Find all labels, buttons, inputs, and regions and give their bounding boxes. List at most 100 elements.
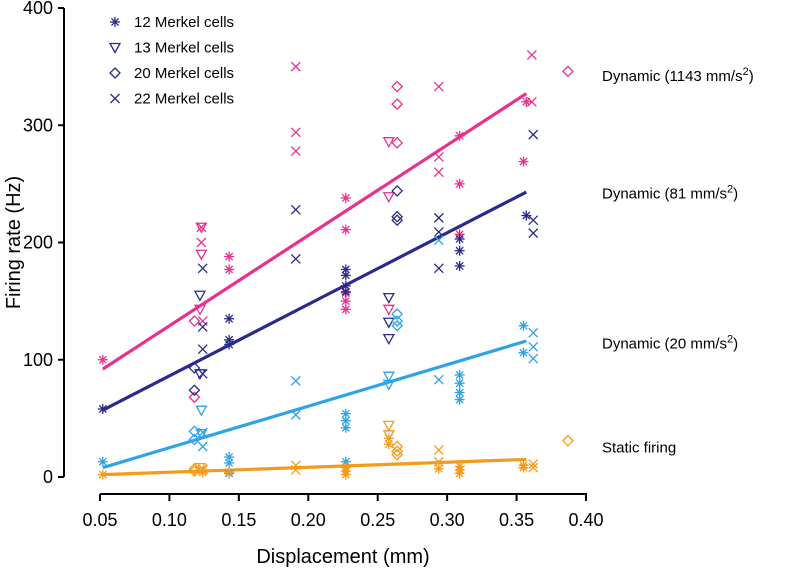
data-point [521, 210, 532, 221]
data-point [391, 98, 404, 111]
data-point [528, 215, 539, 226]
legend-marker [109, 67, 121, 79]
fit-lines [101, 92, 528, 477]
x-ticks: 0.05 0.10 0.15 0.20 0.25 0.30 0.35 0.40 [82, 494, 604, 530]
data-point [454, 178, 465, 189]
data-point [340, 192, 351, 203]
data-point [454, 369, 465, 380]
data-point [224, 457, 235, 468]
x-tick-label: 0.15 [221, 510, 256, 530]
series-static [97, 420, 574, 480]
fit-line-dynamic_81 [102, 190, 528, 412]
data-point [391, 308, 404, 320]
data-point [382, 292, 395, 304]
data-point [454, 260, 465, 271]
data-point [193, 290, 207, 302]
y-ticks: 0 100 200 300 400 [23, 0, 64, 487]
data-point [391, 319, 404, 332]
data-point [382, 137, 395, 149]
data-point [382, 192, 395, 204]
data-point [433, 81, 444, 92]
data-point [521, 96, 532, 107]
data-point [433, 226, 444, 237]
data-point [290, 127, 301, 138]
y-axis-title: Firing rate (Hz) [3, 176, 25, 309]
data-point [197, 368, 208, 379]
data-point [290, 375, 301, 386]
data-point [528, 459, 539, 470]
data-point [290, 409, 301, 420]
data-point [340, 304, 351, 315]
data-point [224, 251, 235, 262]
data-point [197, 321, 208, 332]
data-point [340, 422, 351, 433]
data-point [454, 233, 465, 244]
data-point [433, 445, 444, 455]
data-point [391, 184, 404, 197]
data-point [193, 304, 207, 316]
data-point [224, 467, 235, 478]
y-tick-label: 0 [43, 467, 53, 487]
data-point [518, 347, 529, 358]
legend-label: 22 Merkel cells [134, 91, 234, 108]
data-point [433, 151, 444, 162]
data-point [528, 341, 539, 352]
data-point [188, 315, 201, 327]
data-point [224, 264, 235, 275]
data-point [454, 245, 465, 256]
fit-line-static [102, 457, 527, 477]
fit-line-dynamic_1143 [101, 92, 528, 371]
x-tick-label: 0.40 [568, 510, 603, 530]
data-point [188, 384, 201, 397]
x-tick-label: 0.05 [82, 510, 117, 530]
data-point [340, 270, 351, 281]
legend-marker [110, 93, 120, 104]
data-point [97, 456, 108, 467]
data-point [195, 249, 208, 261]
data-point [454, 378, 465, 389]
x-axis-title: Displacement (mm) [256, 546, 429, 568]
legend-item: 12 Merkel cells [110, 14, 234, 31]
data-point [197, 441, 208, 452]
legend-label: 13 Merkel cells [134, 40, 234, 57]
data-point [188, 433, 201, 446]
data-point [290, 61, 301, 72]
legend-marker [110, 17, 120, 27]
data-point [518, 320, 529, 331]
data-point [382, 371, 395, 383]
data-point [391, 80, 404, 93]
data-point [290, 460, 301, 471]
data-point [391, 448, 404, 461]
data-point [382, 317, 395, 329]
data-point [290, 204, 301, 215]
data-point [188, 462, 201, 475]
legend: 12 Merkel cells 13 Merkel cells 20 Merkel … [108, 14, 234, 108]
y-tick-label: 100 [23, 350, 53, 370]
data-point [454, 468, 465, 479]
data-point [97, 469, 108, 480]
data-point [290, 253, 301, 264]
data-point [382, 379, 395, 391]
data-point [224, 313, 235, 324]
legend-label: 20 Merkel cells [134, 65, 234, 82]
data-point [340, 286, 351, 297]
x-tick-label: 0.35 [499, 510, 534, 530]
legend-marker [108, 42, 122, 54]
data-point [195, 405, 208, 417]
data-point [196, 237, 207, 248]
data-point [188, 362, 201, 374]
annotation-dynamic_81: Dynamic (81 mm/s2) [602, 183, 738, 202]
x-tick-label: 0.10 [152, 510, 187, 530]
legend-label: 12 Merkel cells [134, 14, 234, 31]
data-point [391, 445, 404, 458]
data-point [528, 327, 539, 338]
data-points [97, 49, 574, 480]
series-annotations: Dynamic (1143 mm/s2) Dynamic (81 mm/s2) Dy… [602, 66, 754, 457]
data-point [340, 415, 351, 426]
data-point [97, 354, 108, 365]
data-point [340, 469, 351, 480]
data-point [433, 374, 444, 385]
y-tick-label: 400 [23, 0, 53, 18]
series-dynamic_1143 [97, 49, 574, 404]
